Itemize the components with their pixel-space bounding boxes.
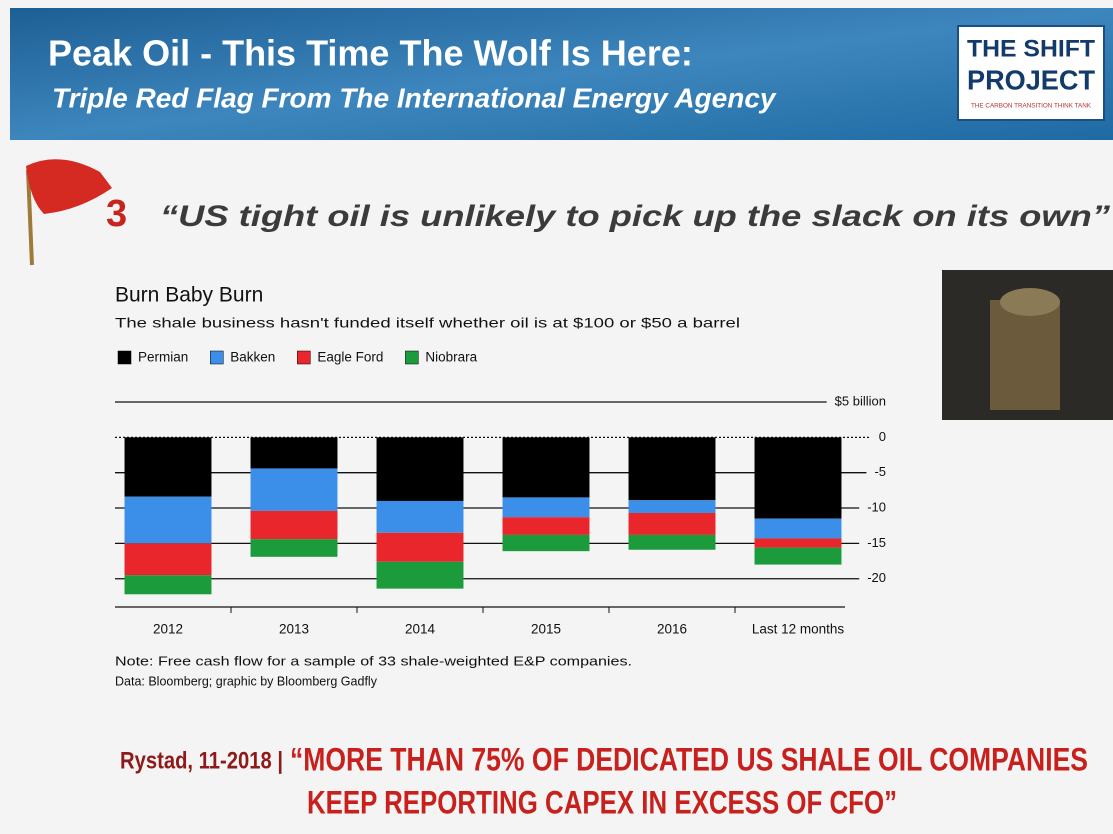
footer-quote: “MORE THAN 75% OF DEDICATED US SHALE OIL… [290,741,1088,777]
y-tick-label: $5 billion [835,393,886,408]
footer-source: Rystad, 11-2018 | [120,747,283,774]
flag-pole [26,169,34,266]
legend-label: Eagle Ford [317,350,383,365]
y-tick-label: -10 [867,499,886,514]
bar-segment [754,538,842,548]
x-tick-label: 2016 [657,622,687,637]
bar-segment [502,534,590,552]
logo-line: THE SHIFT [967,35,1095,62]
header-band [10,8,1113,140]
bar-segment [754,437,842,519]
footer-quote: KEEP REPORTING CAPEX IN EXCESS OF CFO” [307,784,897,820]
chart-note: Note: Free cash flow for a sample of 33 … [115,654,632,668]
x-tick-label: 2015 [531,622,561,637]
bar-segment [754,518,842,539]
bar-segment [250,468,338,511]
chart-note: Data: Bloomberg; graphic by Bloomberg Ga… [115,674,378,688]
x-tick-label: 2014 [405,622,436,637]
y-tick-label: -15 [867,535,886,550]
legend-swatch [117,350,132,365]
bar-segment [124,496,212,544]
bar-segment [628,437,716,501]
x-tick-label: Last 12 months [752,622,845,637]
bar-segment [124,575,212,595]
legend-label: Niobrara [425,350,477,365]
bar-segment [250,437,338,469]
bar-segment [502,517,590,535]
logo-line: PROJECT [967,64,1095,95]
flag [26,159,112,214]
slide-title: Peak Oil - This Time The Wolf Is Here: [48,33,693,74]
legend-label: Bakken [230,350,275,365]
y-tick-label: -5 [874,464,886,479]
bar-segment [628,512,716,535]
slide-subtitle: Triple Red Flag From The International E… [52,82,777,113]
x-tick-label: 2012 [153,622,183,637]
logo-tagline: THE CARBON TRANSITION THINK TANK [971,104,1091,110]
bar-segment [628,534,716,550]
photo-figure [990,300,1060,410]
bar-segment [376,437,464,501]
bar-segment [250,539,338,557]
bar-segment [754,547,842,565]
legend-swatch [405,350,419,365]
flag-number: 3 [106,193,127,235]
logo-box [957,25,1105,121]
bar-segment [124,543,212,576]
bar-segment [376,500,464,533]
bar-segment [124,437,212,497]
quote: “US tight oil is unlikely to pick up the… [160,200,1110,233]
chart: Permian Bakken Eagle Ford Niobrara $5 billio… [115,350,886,637]
legend-swatch [210,350,224,365]
bar-segment [250,510,338,540]
bar-segment [502,497,590,518]
photo-helmet [1000,288,1060,316]
chart-subtitle: The shale business hasn't funded itself … [115,315,740,331]
bar-segment [376,532,464,562]
y-tick-label: -20 [867,570,886,585]
bar-segment [628,500,716,513]
legend-swatch [297,350,311,365]
bar-segment [376,561,464,589]
bar-segment [502,437,590,498]
x-tick-label: 2013 [279,622,309,637]
legend-label: Permian [138,350,188,365]
chart-title: Burn Baby Burn [115,284,263,307]
y-tick-label: 0 [879,429,886,444]
